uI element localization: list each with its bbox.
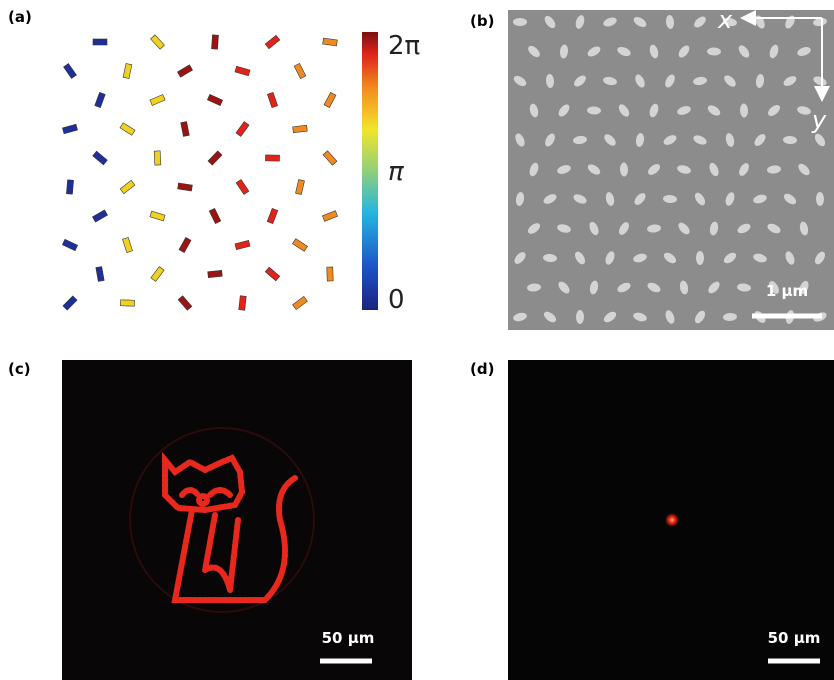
panel-label: (a) [8,8,32,26]
colorbar-label: π [388,157,404,187]
nanorod [293,296,308,309]
axis-label: x [717,6,733,34]
nanorod [235,66,250,76]
scale-bar-label: 1 µm [766,282,808,300]
axis-label: y [811,106,827,134]
page: (a) 2π π 0 (b) x y 1 µm (c) 50 µm (d) 50… [0,0,834,680]
scale-bar-label: 50 µm [322,629,375,647]
nanorod [154,151,161,165]
nanorod [696,251,704,265]
nanorod [63,296,77,310]
nanorod [123,64,132,79]
scale-bar-label: 50 µm [768,629,821,647]
nanorod [212,35,219,49]
nanorod [151,35,165,49]
nanorod [267,208,278,223]
nanorod [236,180,249,195]
nanorod [236,122,249,137]
nanorod [208,270,223,277]
nanorod [296,180,305,195]
nanorod [207,94,222,105]
nanorod [178,183,193,191]
nanorod [66,180,73,194]
nanorod [324,92,336,107]
nanorod [151,267,164,282]
nanorod [327,267,333,281]
nanorod [239,296,246,311]
panel-label: (d) [470,360,494,378]
colorbar [362,32,378,310]
nanorod [96,267,104,282]
nanorod [209,208,221,223]
nanorod [120,180,135,193]
nanorod [265,155,279,161]
colorbar-label: 0 [388,285,405,315]
nanorod [177,65,192,77]
nanorod [235,240,250,249]
nanorod [93,39,107,45]
nanorod [95,92,105,107]
nanorod [62,124,77,133]
nanorod [208,151,222,165]
nanorod [513,18,527,26]
nanorod [181,122,190,137]
nanorod [92,210,107,222]
nanorod [120,123,135,136]
nanorod [323,151,337,165]
focal-spot [665,513,679,527]
nanorod [178,296,192,311]
nanorod [267,92,277,107]
nanorod [120,300,134,306]
nanorod [293,125,308,133]
nanorod [150,211,165,221]
nanorod [265,35,280,48]
nanorod [294,63,306,78]
nanorod [64,64,77,79]
nanorod-array [62,35,337,310]
panel-label: (c) [8,360,31,378]
nanorod [265,267,280,281]
nanorod [323,38,338,46]
figure: (a) 2π π 0 (b) x y 1 µm (c) 50 µm (d) 50… [0,0,834,680]
panel-label: (b) [470,12,494,30]
nanorod [292,239,307,252]
nanorod [322,211,337,222]
nanorod [62,239,77,250]
nanorod [122,237,132,252]
nanorod [179,237,191,252]
nanorod [93,151,108,165]
colorbar-label: 2π [388,31,420,61]
nanorod [150,95,165,106]
